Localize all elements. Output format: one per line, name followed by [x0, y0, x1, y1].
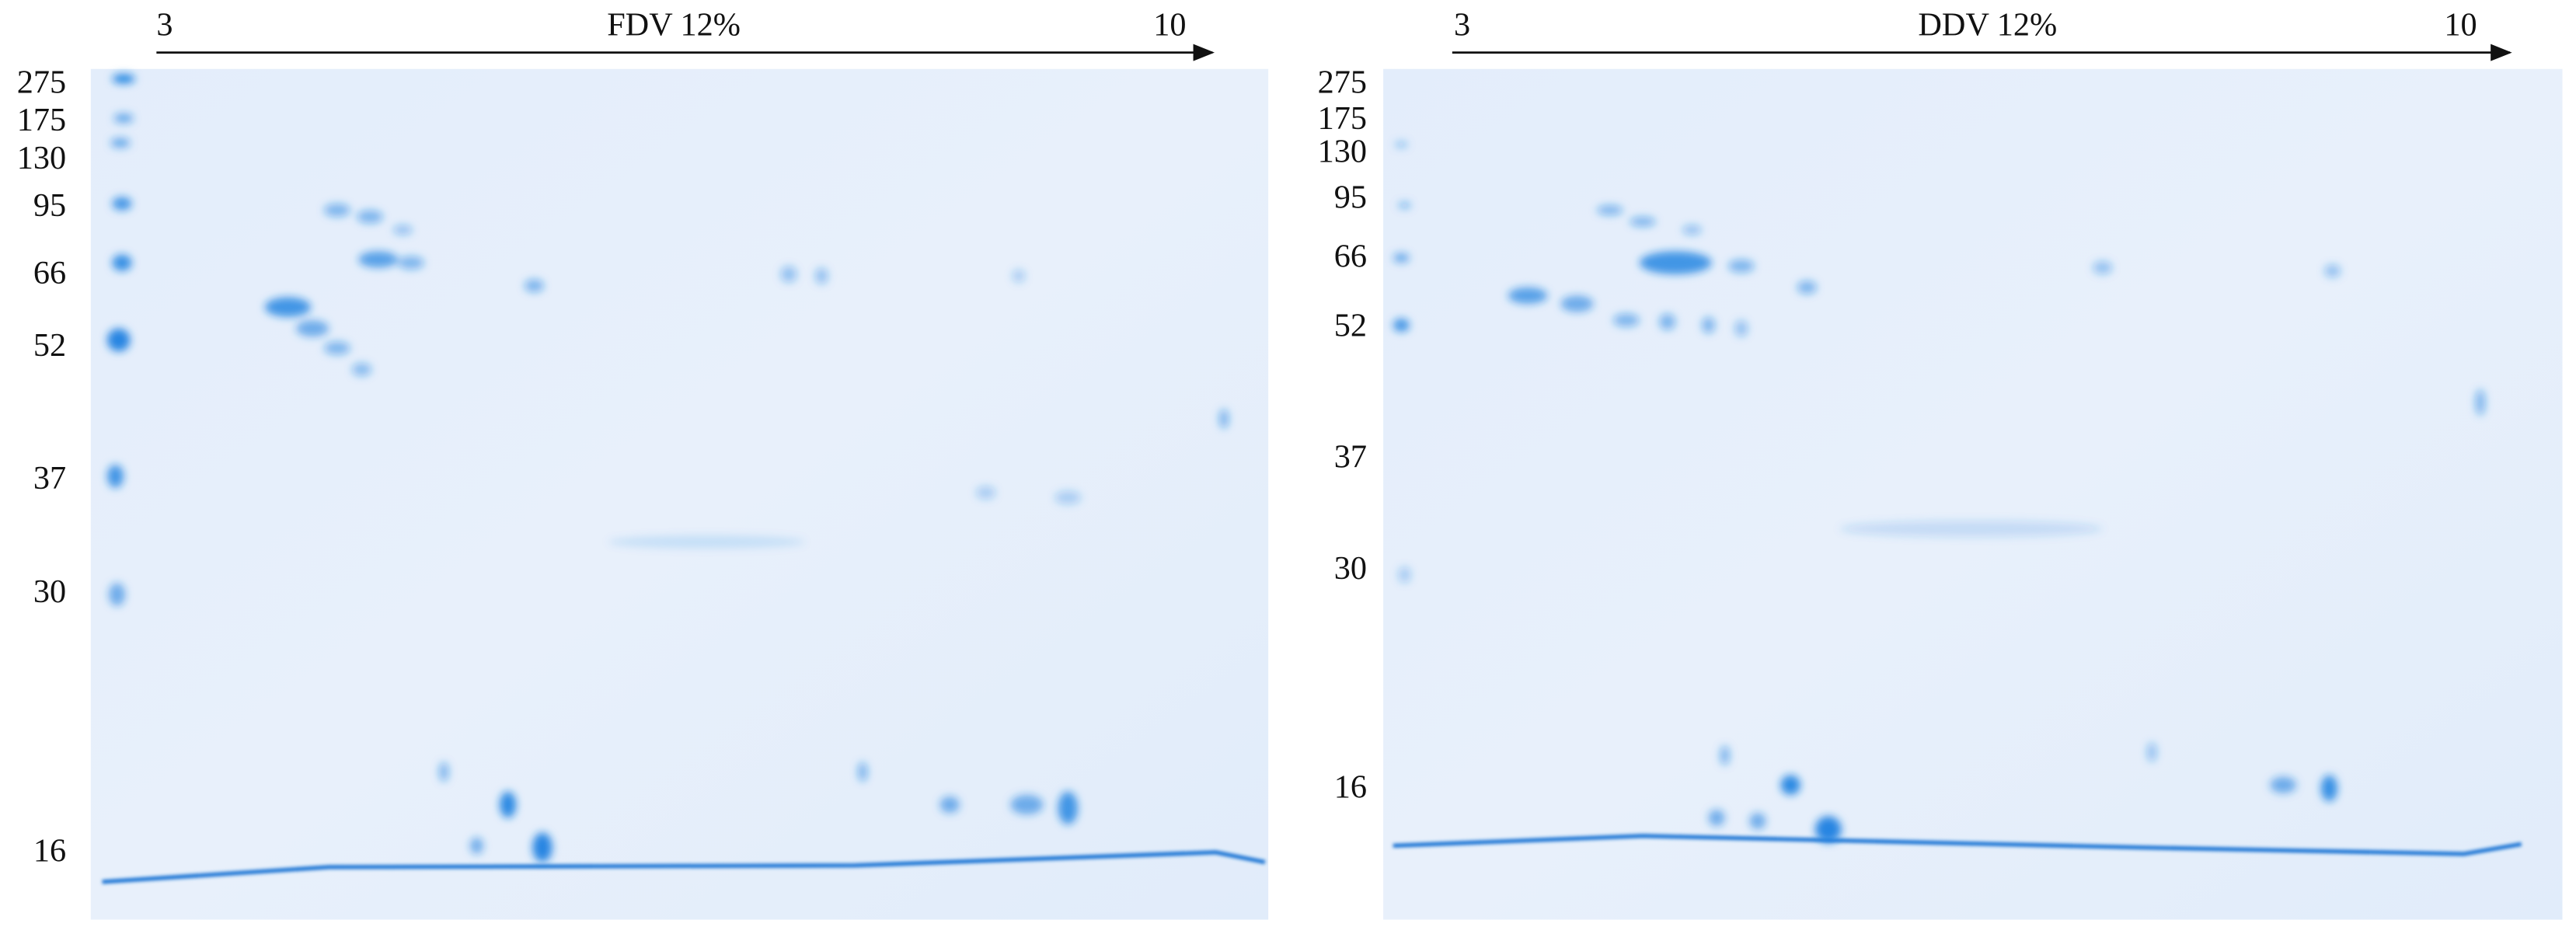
- mw-marker-label: 30: [1334, 550, 1367, 587]
- mw-marker-label: 130: [17, 140, 66, 176]
- spot: [1612, 313, 1640, 327]
- mw-marker-label: 95: [1334, 179, 1367, 216]
- spot: [532, 832, 552, 863]
- spot: [975, 486, 996, 500]
- ph-start: 3: [156, 7, 173, 44]
- panel-title: FDV 12%: [607, 7, 741, 44]
- spot: [106, 465, 124, 488]
- spot: [1814, 816, 1842, 843]
- mw-marker-label: 95: [33, 187, 66, 224]
- mw-marker-label: 52: [33, 327, 66, 364]
- spot: [112, 254, 132, 271]
- spot: [109, 583, 126, 606]
- mw-marker-label: 275: [17, 64, 66, 101]
- mw-marker-label: 37: [1334, 438, 1367, 475]
- spot: [1218, 409, 1229, 429]
- mw-marker-label: 66: [33, 255, 66, 291]
- spot: [500, 791, 517, 818]
- mw-marker-label: 16: [33, 833, 66, 870]
- spot: [814, 267, 828, 284]
- dye-front: [102, 850, 1266, 884]
- spot: [1720, 745, 1731, 765]
- spot: [1398, 201, 1412, 209]
- spot: [438, 762, 449, 782]
- spot: [1749, 813, 1766, 830]
- gel: [1383, 68, 2563, 920]
- ph-start: 3: [1454, 7, 1470, 44]
- spot: [398, 256, 424, 270]
- spot: [2320, 775, 2337, 802]
- gel: [90, 68, 1269, 920]
- spot: [113, 113, 134, 124]
- mw-marker-label: 16: [1334, 768, 1367, 805]
- mw-marker-label: 66: [1334, 239, 1367, 275]
- mw-marker-label: 275: [1318, 64, 1367, 101]
- spot: [392, 225, 413, 235]
- spot: [1839, 520, 2103, 538]
- spot: [1797, 281, 1818, 294]
- dye-front: [1393, 834, 2522, 856]
- spot: [110, 138, 131, 148]
- spot: [1639, 251, 1712, 274]
- spot: [1727, 259, 1755, 273]
- mw-marker-label: 37: [33, 460, 66, 497]
- spot: [1508, 287, 1548, 304]
- spot: [1560, 295, 1594, 312]
- spot: [2146, 742, 2157, 762]
- ph-end: 10: [1153, 7, 1186, 44]
- spot: [1682, 225, 1703, 235]
- spot: [264, 297, 312, 317]
- protein-spots: [1393, 141, 2486, 843]
- spot: [1596, 205, 1623, 215]
- spot: [939, 796, 960, 814]
- panel-title: DDV 12%: [1918, 7, 2057, 44]
- spot: [1780, 775, 1800, 795]
- spot: [2093, 261, 2113, 274]
- mw-marker-label: 30: [33, 573, 66, 610]
- spot: [323, 204, 350, 217]
- spot: [608, 535, 806, 549]
- spot: [295, 320, 329, 337]
- spot: [112, 74, 135, 84]
- spot: [1012, 269, 1026, 283]
- spot: [524, 279, 545, 293]
- ph-end: 10: [2444, 7, 2477, 44]
- spot: [1398, 566, 1412, 584]
- mw-marker-label: 175: [1318, 100, 1367, 137]
- spot: [112, 197, 132, 211]
- spot: [1659, 313, 1676, 330]
- spot: [2475, 389, 2486, 416]
- spot: [1394, 141, 1408, 148]
- protein-spots: [106, 74, 1229, 863]
- spot: [1054, 490, 1082, 504]
- spot: [1708, 809, 1725, 827]
- spot: [1010, 794, 1044, 815]
- spot: [1058, 791, 1078, 824]
- spot: [1630, 216, 1656, 227]
- spot: [780, 266, 797, 283]
- spot: [470, 837, 483, 854]
- spot: [1734, 320, 1748, 337]
- spot: [357, 210, 383, 224]
- spot: [857, 762, 868, 782]
- spot: [1393, 253, 1410, 263]
- spot: [323, 341, 350, 355]
- spot: [1393, 319, 1410, 332]
- mw-marker-label: 175: [17, 102, 66, 138]
- spot: [2270, 776, 2297, 793]
- mw-marker-label: 130: [1318, 133, 1367, 169]
- spot: [358, 251, 399, 268]
- spot: [2324, 264, 2341, 278]
- mw-marker-label: 52: [1334, 307, 1367, 343]
- spot: [1702, 316, 1715, 334]
- spot: [351, 363, 372, 376]
- spot: [106, 328, 131, 352]
